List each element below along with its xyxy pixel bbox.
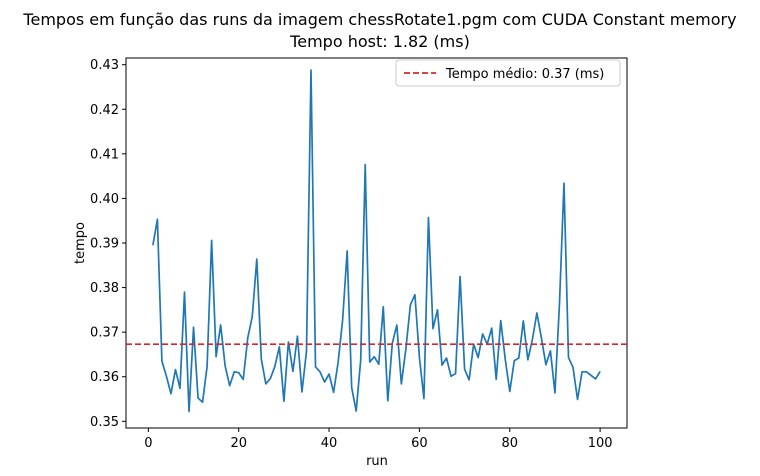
y-tick-label: 0.39	[90, 237, 119, 252]
series-layer	[126, 69, 627, 413]
legend: Tempo médio: 0.37 (ms)	[395, 59, 621, 87]
series-line-runs	[152, 69, 601, 413]
y-axis-label: tempo	[73, 222, 88, 264]
legend-label-mean: Tempo médio: 0.37 (ms)	[445, 67, 604, 82]
x-tick-label: 0	[144, 436, 152, 451]
y-tick-label: 0.35	[90, 415, 119, 430]
x-axis: 0 20 40 60 80 100	[144, 428, 613, 451]
x-tick-label: 40	[321, 436, 338, 451]
y-tick-label: 0.41	[90, 147, 119, 162]
y-tick-label: 0.42	[90, 103, 119, 118]
chart-subtitle: Tempo host: 1.82 (ms)	[289, 32, 470, 51]
y-tick-label: 0.38	[90, 281, 119, 296]
y-axis: 0.35 0.36 0.37 0.38 0.39 0.40 0.41 0.42 0.43	[90, 58, 126, 430]
y-tick-label: 0.37	[90, 326, 119, 341]
x-tick-label: 100	[588, 436, 613, 451]
y-tick-label: 0.36	[90, 370, 119, 385]
x-tick-label: 60	[411, 436, 428, 451]
y-tick-label: 0.43	[90, 58, 119, 73]
x-tick-label: 20	[230, 436, 247, 451]
chart-title: Tempos em função das runs da imagem ches…	[22, 10, 736, 29]
plot-area: 0 20 40 60 80 100 0.35 0.36 0.37 0.38 0.39 0.40 0.4…	[90, 57, 628, 451]
legend-box	[395, 59, 621, 87]
plot-frame	[125, 57, 628, 429]
x-tick-label: 80	[501, 436, 518, 451]
y-tick-label: 0.40	[90, 192, 119, 207]
x-axis-label: run	[366, 454, 388, 469]
